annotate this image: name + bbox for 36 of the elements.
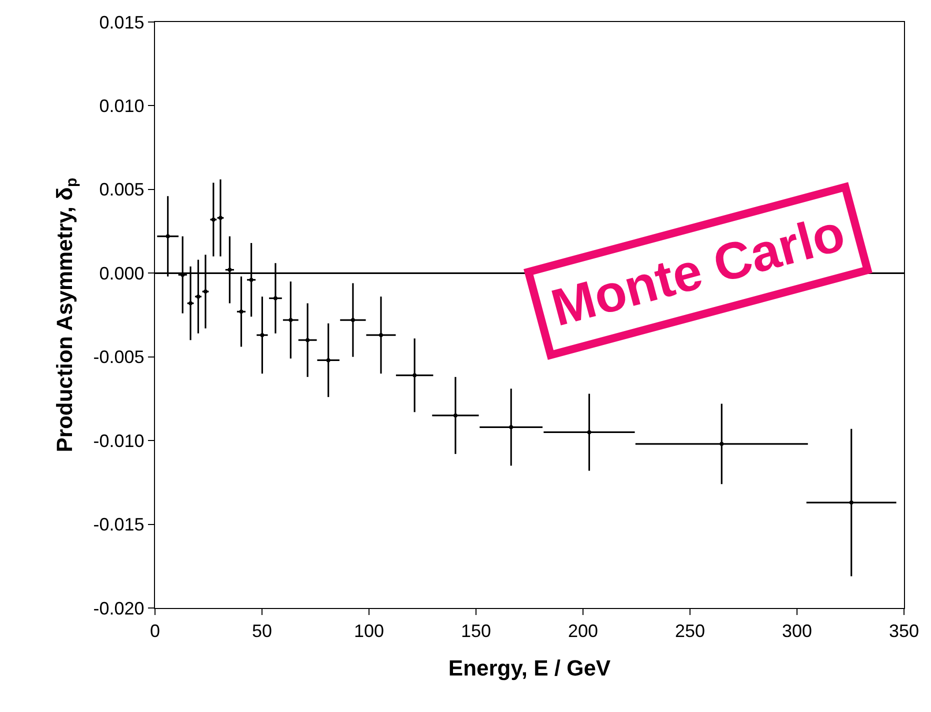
point (350, 318, 355, 322)
y-tick-label: 0.005 (99, 180, 144, 200)
point (239, 310, 244, 314)
annotation: Monte Carlo (546, 204, 851, 338)
x-tick-label: 150 (460, 620, 492, 641)
x-axis-title: Energy, E / GeV (448, 656, 611, 681)
point (720, 442, 724, 446)
point (273, 296, 278, 300)
x-tick-label: 350 (888, 620, 920, 641)
point (228, 268, 232, 272)
point (306, 338, 310, 342)
y-tick-label: 0.010 (99, 96, 144, 116)
point (412, 373, 417, 378)
y-tick-label: -0.015 (93, 514, 144, 535)
point (204, 290, 208, 294)
point (260, 333, 264, 338)
point (378, 333, 383, 338)
point (587, 430, 592, 434)
x-tick-label: 300 (782, 620, 812, 641)
x-tick-label: 50 (252, 620, 272, 641)
y-tick-label: 0.000 (99, 263, 144, 284)
x-tick-label: 200 (568, 620, 598, 641)
point (326, 358, 330, 362)
point (849, 500, 854, 505)
point (166, 234, 170, 238)
point (249, 278, 254, 282)
y-tick-label: -0.020 (93, 598, 144, 618)
y-tick-label: -0.010 (93, 430, 144, 451)
y-tick-label: 0.015 (99, 12, 144, 32)
x-tick-label: 0 (150, 620, 160, 641)
point (288, 318, 293, 322)
point (453, 413, 458, 418)
x-tick-label: 100 (354, 620, 384, 641)
y-tick-label: -0.005 (93, 347, 144, 368)
x-tick-label: 250 (674, 620, 706, 641)
point (509, 425, 514, 430)
